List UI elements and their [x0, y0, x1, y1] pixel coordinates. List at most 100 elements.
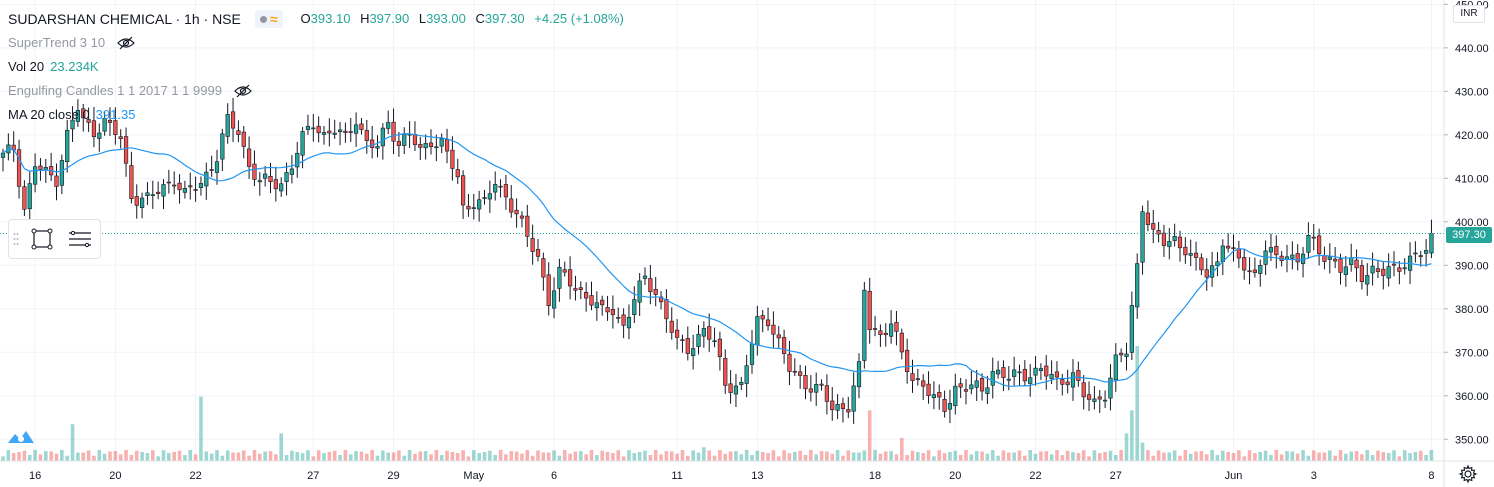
volume-bar: [108, 451, 112, 461]
candle: [86, 119, 91, 123]
candle: [723, 358, 728, 386]
engulfing-label: Engulfing Candles 1 1 2017 1 1 9999: [8, 83, 222, 98]
candle: [1145, 212, 1150, 225]
drag-handle-icon[interactable]: [9, 220, 23, 258]
volume-bar: [1071, 451, 1075, 461]
volume-bar: [696, 452, 701, 461]
volume-bar: [27, 455, 32, 461]
candle: [1204, 269, 1209, 278]
candle: [118, 136, 123, 139]
volume-bar: [284, 455, 289, 461]
candle: [289, 168, 295, 175]
volume-bar: [1049, 454, 1054, 461]
time-tick-label: 20: [109, 470, 121, 482]
volume-bar: [889, 451, 893, 461]
candle: [359, 123, 364, 130]
volume-bar: [1285, 451, 1289, 461]
volume-bar: [498, 449, 503, 461]
candle: [198, 183, 204, 188]
candle: [391, 121, 396, 142]
volume-bar: [985, 453, 990, 461]
candle: [1049, 373, 1054, 379]
volume-bar: [92, 455, 96, 461]
candle: [364, 130, 369, 141]
candle: [247, 148, 252, 167]
rectangle-tool-button[interactable]: [23, 220, 61, 258]
volume-bar: [857, 452, 861, 461]
volume-bar: [279, 433, 283, 461]
volume-bar: [900, 438, 904, 461]
candle: [284, 172, 289, 182]
rectangle-icon: [31, 228, 53, 250]
time-axis[interactable]: 16 20 22 27 29 May 6 11 13 18 20 22 27 Jun 3 8: [29, 470, 1435, 482]
candle: [1290, 254, 1295, 259]
volume-bar: [300, 453, 305, 461]
market-status-badge[interactable]: ≈: [254, 10, 283, 28]
candle: [814, 384, 819, 393]
volume-bar: [1338, 450, 1343, 461]
volume-bar: [771, 450, 776, 461]
engulfing-row[interactable]: Engulfing Candles 1 1 2017 1 1 9999: [8, 79, 630, 103]
volume-bar: [386, 452, 390, 461]
volume-bar: [1087, 456, 1091, 461]
volume-bar: [17, 451, 21, 461]
candle: [728, 383, 733, 393]
candle: [1338, 258, 1343, 273]
supertrend-row[interactable]: SuperTrend 3 10: [8, 31, 630, 55]
volume-value: 23.234K: [50, 59, 99, 74]
volume-bar: [910, 450, 915, 461]
time-tick-label: 6: [551, 470, 557, 482]
volume-bar: [1124, 433, 1129, 461]
candle: [150, 194, 155, 196]
volume-bar: [707, 450, 711, 461]
volume-bar: [1408, 453, 1412, 461]
volume-bar: [1060, 455, 1065, 461]
candle: [1172, 236, 1177, 241]
candle: [755, 316, 760, 346]
candle: [696, 333, 701, 347]
candle: [1317, 235, 1322, 255]
volume-bar: [809, 449, 813, 461]
status-dot-icon: [259, 15, 267, 23]
volume-bar: [274, 454, 278, 461]
tradingview-logo-icon[interactable]: [6, 427, 36, 447]
candle: [375, 146, 380, 149]
wave-icon: ≈: [269, 11, 278, 27]
volume-bar: [434, 449, 439, 461]
time-tick-label: 18: [869, 470, 881, 482]
volume-bar: [343, 449, 348, 461]
settings-lines-button[interactable]: [61, 220, 99, 258]
volume-bar: [129, 455, 134, 461]
candle: [97, 132, 102, 139]
hidden-eye-icon[interactable]: [117, 36, 135, 50]
candle: [637, 280, 642, 303]
candle: [1140, 211, 1145, 263]
volume-bar: [493, 454, 497, 461]
volume-bar: [841, 455, 845, 461]
hidden-eye-icon[interactable]: [234, 84, 252, 98]
volume-bar: [1055, 449, 1059, 461]
candle: [739, 381, 744, 385]
gear-icon[interactable]: [1458, 464, 1478, 484]
currency-label[interactable]: INR: [1453, 5, 1485, 23]
volume-bar: [1311, 450, 1316, 461]
symbol-title[interactable]: SUDARSHAN CHEMICAL · 1h · NSE: [8, 11, 241, 27]
candle: [321, 132, 327, 135]
candle: [257, 180, 262, 183]
volume-bar: [188, 449, 193, 461]
volume-bar: [338, 455, 342, 461]
volume-bar: [637, 451, 642, 461]
price-tick-label: 430.00: [1455, 86, 1489, 98]
candle: [402, 133, 407, 146]
change-value: +4.25 (+1.08%): [534, 11, 624, 26]
time-tick-label: 22: [189, 470, 201, 482]
volume-bar: [86, 450, 91, 461]
volume-bar: [702, 447, 706, 461]
candle: [1113, 354, 1118, 381]
volume-row[interactable]: Vol 20 23.234K: [8, 55, 630, 79]
ma-row[interactable]: MA 20 close 0 391.35: [8, 103, 630, 127]
candle: [953, 385, 958, 407]
candle: [466, 205, 471, 210]
candle: [749, 343, 755, 365]
volume-bar: [723, 453, 728, 461]
